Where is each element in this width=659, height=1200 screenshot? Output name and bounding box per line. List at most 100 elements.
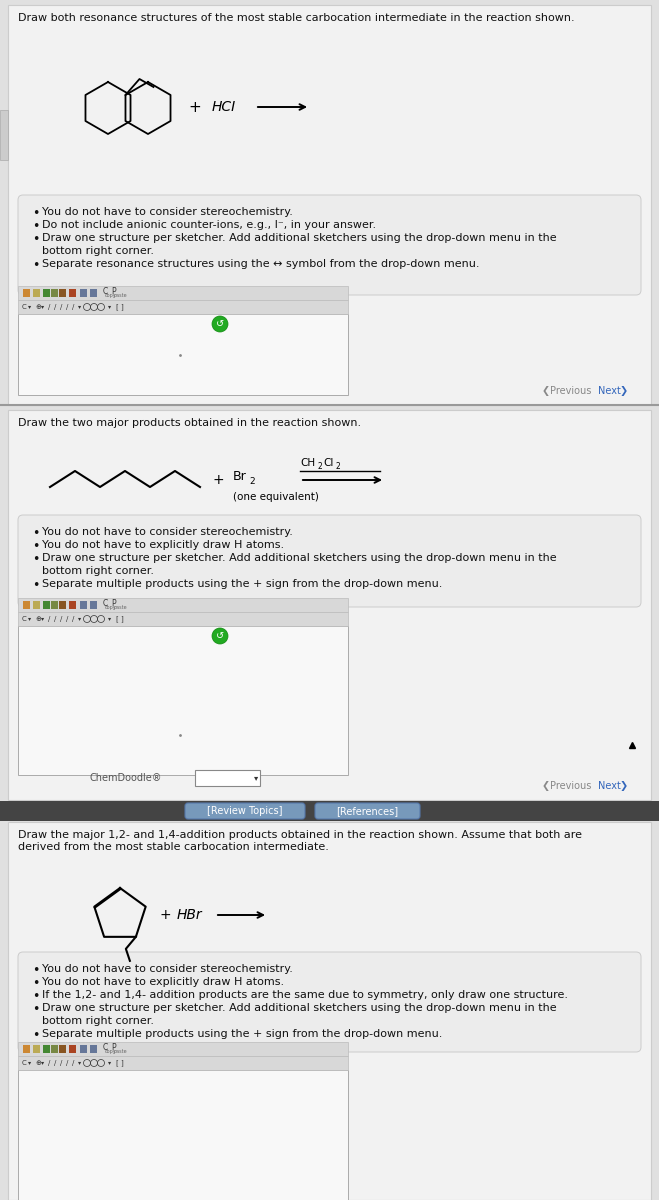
Text: •: • [32, 220, 40, 233]
Text: Draw one structure per sketcher. Add additional sketchers using the drop-down me: Draw one structure per sketcher. Add add… [42, 553, 557, 563]
Text: ❯: ❯ [620, 781, 628, 791]
Text: paste: paste [113, 606, 127, 611]
Text: Separate multiple products using the + sign from the drop-down menu.: Separate multiple products using the + s… [42, 578, 442, 589]
Text: ▾: ▾ [78, 1061, 81, 1066]
Text: Draw the major 1,2- and 1,4-addition products obtained in the reaction shown. As: Draw the major 1,2- and 1,4-addition pro… [18, 830, 582, 852]
Text: (one equivalent): (one equivalent) [233, 492, 319, 502]
Bar [90, 601, 97, 608]
FancyBboxPatch shape [185, 803, 305, 818]
Text: copy: copy [105, 606, 117, 611]
Bar [18, 612, 348, 626]
Text: [References]: [References] [336, 806, 398, 816]
Text: [ ]: [ ] [116, 616, 124, 623]
Text: [Review Topics]: [Review Topics] [207, 806, 283, 816]
Text: ▾: ▾ [41, 305, 44, 310]
Text: ▾: ▾ [28, 1061, 31, 1066]
Text: You do not have to consider stereochemistry.: You do not have to consider stereochemis… [42, 527, 293, 538]
Bar [18, 626, 348, 775]
Text: C: C [103, 1044, 108, 1052]
Text: C: C [103, 600, 108, 608]
Text: /: / [66, 1060, 69, 1066]
Text: /: / [54, 304, 57, 310]
Text: ⊕: ⊕ [35, 1060, 41, 1066]
FancyBboxPatch shape [18, 952, 641, 1052]
Text: 2: 2 [249, 478, 254, 486]
Text: paste: paste [113, 294, 127, 299]
Text: /: / [54, 1060, 57, 1066]
Text: ❮: ❮ [542, 386, 550, 396]
Text: ▾: ▾ [78, 305, 81, 310]
Bar [18, 598, 348, 612]
Bar [33, 601, 40, 608]
Text: ▾: ▾ [41, 1061, 44, 1066]
Circle shape [212, 628, 228, 644]
Text: ▾: ▾ [28, 305, 31, 310]
Bar [43, 601, 50, 608]
Text: C: C [22, 304, 27, 310]
Text: bottom right corner.: bottom right corner. [42, 1016, 154, 1026]
Bar [51, 289, 58, 296]
FancyBboxPatch shape [315, 803, 420, 818]
Text: •: • [32, 977, 40, 990]
Text: You do not have to explicitly draw H atoms.: You do not have to explicitly draw H ato… [42, 977, 284, 986]
Text: •: • [32, 578, 40, 592]
Bar [18, 1042, 348, 1056]
Text: ▾: ▾ [108, 1061, 111, 1066]
Bar [59, 1045, 66, 1054]
Text: [ ]: [ ] [116, 1060, 124, 1067]
Text: Separate resonance structures using the ↔ symbol from the drop-down menu.: Separate resonance structures using the … [42, 259, 480, 269]
Text: •: • [32, 1003, 40, 1016]
Text: If the 1,2- and 1,4- addition products are the same due to symmetry, only draw o: If the 1,2- and 1,4- addition products a… [42, 990, 568, 1000]
Text: ⊕: ⊕ [35, 304, 41, 310]
Text: /: / [60, 1060, 63, 1066]
Bar [43, 1045, 50, 1054]
Text: •: • [32, 206, 40, 220]
Circle shape [212, 316, 228, 332]
Text: Do not include anionic counter-ions, e.g., I⁻, in your answer.: Do not include anionic counter-ions, e.g… [42, 220, 376, 230]
Text: You do not have to consider stereochemistry.: You do not have to consider stereochemis… [42, 964, 293, 974]
Text: Draw one structure per sketcher. Add additional sketchers using the drop-down me: Draw one structure per sketcher. Add add… [42, 1003, 557, 1013]
Text: /: / [48, 616, 50, 622]
Bar [23, 289, 30, 296]
Text: Draw both resonance structures of the most stable carbocation intermediate in th: Draw both resonance structures of the mo… [18, 13, 575, 23]
Bar [59, 289, 66, 296]
Text: Previous: Previous [550, 781, 591, 791]
Bar [18, 286, 348, 300]
Text: CH: CH [300, 458, 315, 468]
Bar [69, 1045, 76, 1054]
Text: /: / [60, 304, 63, 310]
Text: Cl: Cl [323, 458, 333, 468]
Text: copy: copy [105, 294, 117, 299]
Bar [18, 300, 348, 314]
Text: [ ]: [ ] [116, 304, 124, 311]
Text: /: / [48, 304, 50, 310]
Bar [51, 1045, 58, 1054]
Text: 2: 2 [336, 462, 341, 470]
Text: +: + [159, 908, 171, 922]
Text: bottom right corner.: bottom right corner. [42, 246, 154, 256]
Bar [0, 110, 8, 160]
Text: ↺: ↺ [216, 319, 224, 329]
Text: ▾: ▾ [28, 617, 31, 622]
Text: P: P [111, 288, 115, 296]
Bar [23, 1045, 30, 1054]
Text: /: / [72, 304, 74, 310]
Text: ❯: ❯ [620, 386, 628, 396]
Text: Draw one structure per sketcher. Add additional sketchers using the drop-down me: Draw one structure per sketcher. Add add… [42, 233, 557, 242]
Text: /: / [60, 616, 63, 622]
Text: HBr: HBr [177, 908, 202, 922]
Bar [90, 289, 97, 296]
FancyBboxPatch shape [18, 515, 641, 607]
Text: ▾: ▾ [108, 305, 111, 310]
Text: ▾: ▾ [78, 617, 81, 622]
Text: ChemDoodle®: ChemDoodle® [90, 773, 163, 782]
Text: Separate multiple products using the + sign from the drop-down menu.: Separate multiple products using the + s… [42, 1028, 442, 1039]
Text: Previous: Previous [550, 386, 591, 396]
Text: Next: Next [598, 781, 621, 791]
Text: ▾: ▾ [41, 617, 44, 622]
Bar [80, 1045, 87, 1054]
Text: P: P [111, 1044, 115, 1052]
Bar [51, 601, 58, 608]
Text: •: • [32, 527, 40, 540]
Bar [33, 289, 40, 296]
